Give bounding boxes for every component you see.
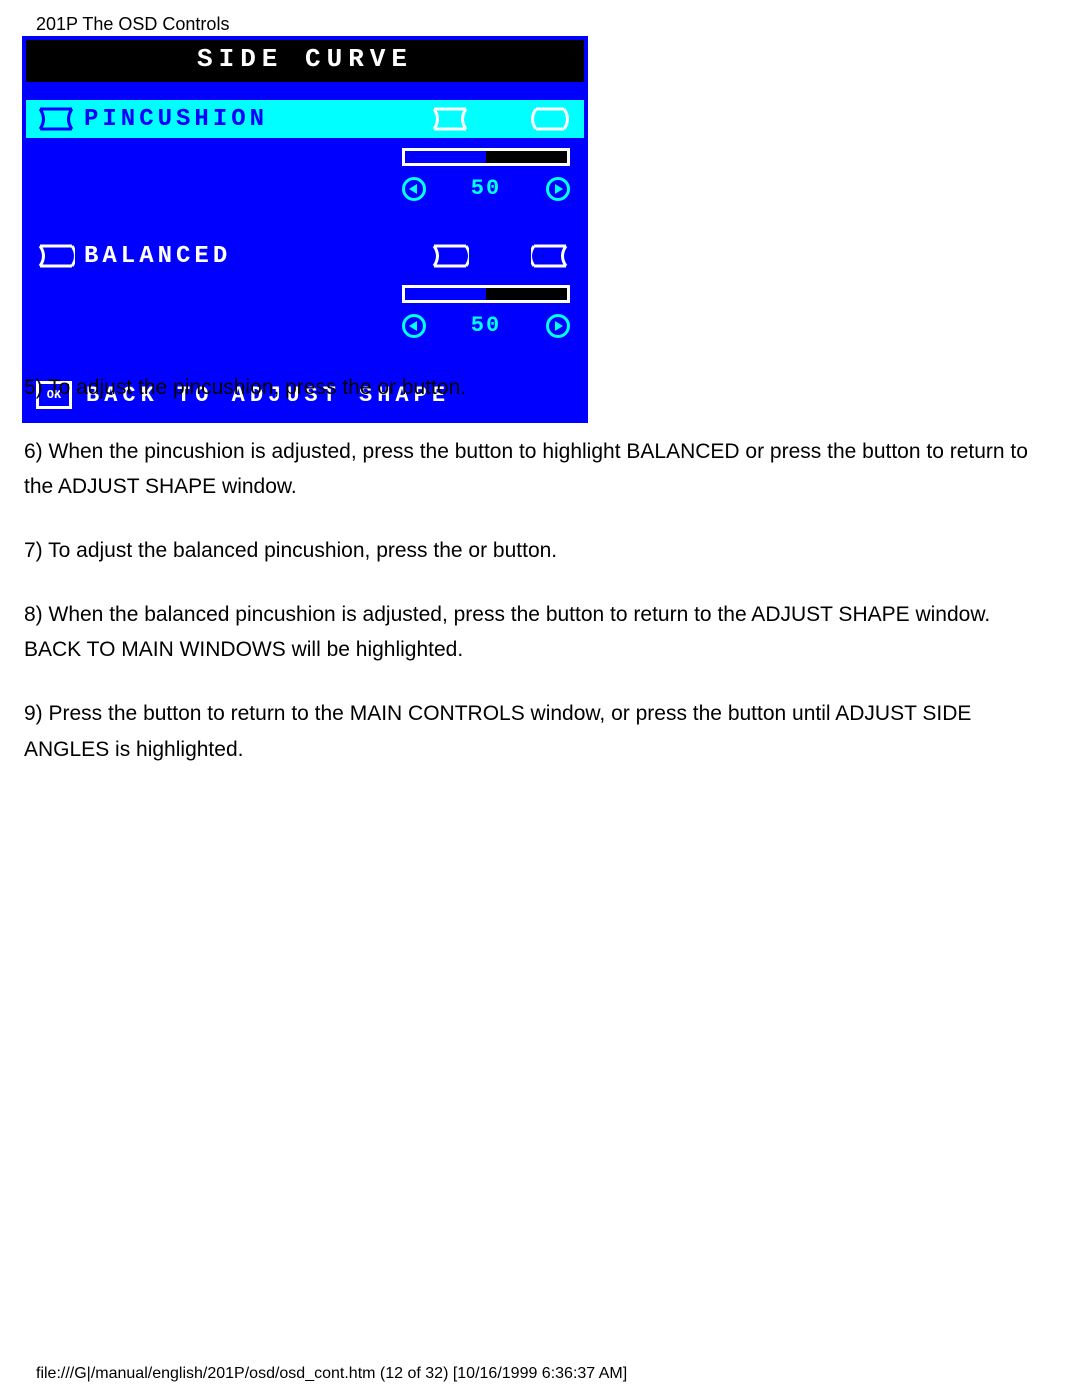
balanced-left-icon [430, 242, 470, 270]
text: 6) When the pincushion is adjusted, pres… [24, 440, 455, 463]
balanced-increase-button[interactable] [546, 314, 570, 338]
balanced-decrease-button[interactable] [402, 314, 426, 338]
osd-row-balanced[interactable]: BALANCED [26, 237, 584, 275]
osd-panel: SIDE CURVE PINCUSHION [22, 36, 588, 423]
pincushion-slider-value: 50 [471, 176, 501, 201]
balanced-icon [36, 242, 76, 270]
step-5: 5) To adjust the pincushion, press the o… [24, 370, 1040, 406]
step-6: 6) When the pincushion is adjusted, pres… [24, 434, 1040, 505]
text: 7) To adjust the balanced pincushion, pr… [24, 539, 468, 562]
step-9: 9) Press the button to return to the MAI… [24, 696, 1040, 767]
osd-row-label: PINCUSHION [76, 106, 268, 133]
text: 8) When the balanced pincushion is adjus… [24, 603, 546, 626]
step-8: 8) When the balanced pincushion is adjus… [24, 597, 1040, 668]
text: button. [402, 376, 466, 399]
text: 5) To adjust the pincushion, press the [24, 376, 377, 399]
text: button to highlight BALANCED or press th… [455, 440, 862, 463]
text: or [377, 376, 402, 399]
osd-title: SIDE CURVE [26, 40, 584, 82]
balanced-right-icon [530, 242, 570, 270]
pincushion-decrease-button[interactable] [402, 177, 426, 201]
osd-slider-row-balanced: 50 [26, 275, 584, 338]
osd-row-label: BALANCED [76, 243, 231, 270]
pincushion-increase-button[interactable] [546, 177, 570, 201]
pincushion-concave-icon [430, 105, 470, 133]
pincushion-icon [36, 105, 76, 133]
text: button. [493, 539, 557, 562]
text: button to return to the MAIN CONTROLS wi… [143, 702, 728, 725]
instructions: 5) To adjust the pincushion, press the o… [24, 370, 1040, 796]
osd-spacer [26, 82, 584, 100]
page: 201P The OSD Controls SIDE CURVE PINCUSH… [0, 0, 1080, 1397]
step-7: 7) To adjust the balanced pincushion, pr… [24, 533, 1040, 569]
osd-body: PINCUSHION [26, 82, 584, 419]
pincushion-convex-icon [530, 105, 570, 133]
pincushion-slider-track[interactable] [402, 148, 570, 166]
page-footer: file:///G|/manual/english/201P/osd/osd_c… [36, 1365, 627, 1383]
osd-slider-row-pincushion: 50 [26, 138, 584, 201]
text: or [468, 539, 493, 562]
osd-row-pincushion[interactable]: PINCUSHION [26, 100, 584, 138]
balanced-slider-value: 50 [471, 313, 501, 338]
pincushion-slider-fill [405, 151, 486, 163]
balanced-slider-track[interactable] [402, 285, 570, 303]
balanced-slider-fill [405, 288, 486, 300]
page-header: 201P The OSD Controls [0, 0, 1080, 35]
text: 9) Press the [24, 702, 143, 725]
